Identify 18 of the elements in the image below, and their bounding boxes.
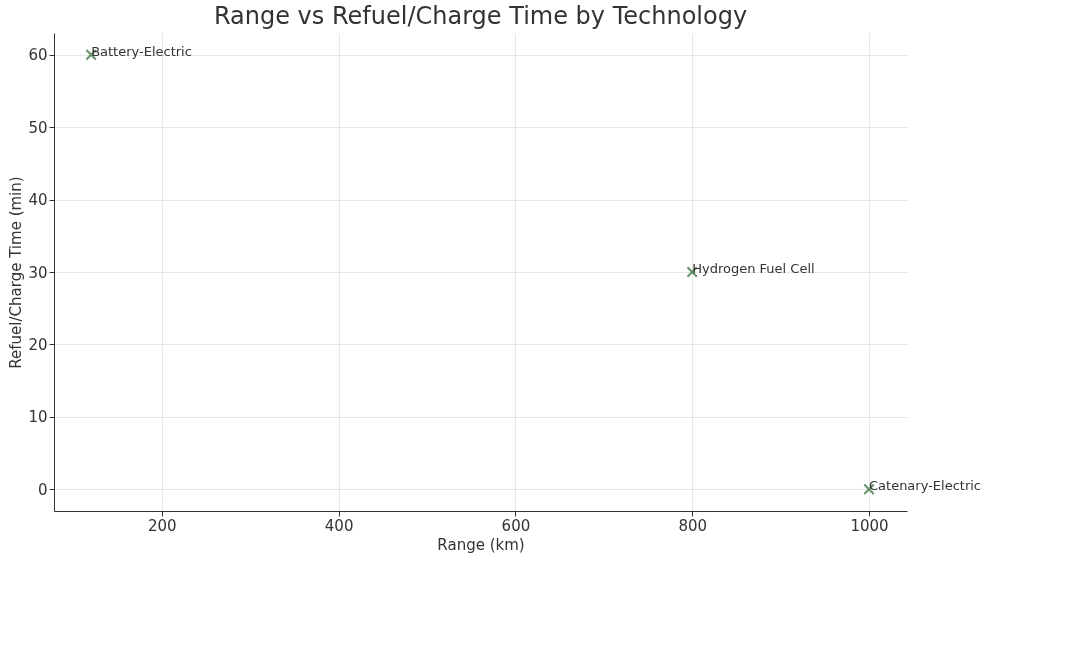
x-tick-label: 1000: [850, 516, 889, 535]
y-tick-label: 40: [28, 191, 48, 210]
x-tick-label: 200: [148, 516, 177, 535]
y-tick-label: 0: [37, 480, 48, 499]
y-tick-label: 20: [28, 335, 48, 354]
y-tick-label: 30: [28, 263, 48, 282]
annotation: Catenary-Electric: [868, 478, 982, 494]
chart-title: Range vs Refuel/Charge Time by Technology: [213, 2, 748, 30]
x-tick-label: 400: [324, 516, 354, 535]
x-tick-label: 600: [501, 516, 531, 535]
y-tick-label: 60: [28, 46, 48, 65]
y-axis-title: Refuel/Charge Time (min): [7, 176, 26, 369]
y-tick-label: 10: [28, 408, 48, 427]
annotation: Battery-Electric: [91, 43, 192, 59]
annotation: Hydrogen Fuel Cell: [692, 261, 815, 276]
x-tick-label: 800: [678, 516, 708, 535]
x-axis-title: Range (km): [437, 535, 525, 554]
y-tick-label: 50: [28, 118, 48, 137]
